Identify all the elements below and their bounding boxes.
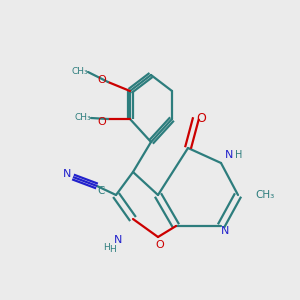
Text: N: N	[114, 235, 122, 245]
Text: H: H	[235, 150, 243, 160]
Text: H: H	[103, 244, 110, 253]
Text: N: N	[221, 226, 229, 236]
Text: O: O	[98, 75, 106, 85]
Text: CH₃: CH₃	[255, 190, 274, 200]
Text: O: O	[156, 240, 164, 250]
Text: H: H	[110, 245, 116, 254]
Text: C: C	[97, 186, 105, 196]
Text: CH₃: CH₃	[75, 112, 91, 122]
Text: O: O	[98, 117, 106, 127]
Text: N: N	[63, 169, 71, 179]
Text: N: N	[225, 150, 233, 160]
Text: O: O	[196, 112, 206, 124]
Text: CH₃: CH₃	[72, 67, 88, 76]
